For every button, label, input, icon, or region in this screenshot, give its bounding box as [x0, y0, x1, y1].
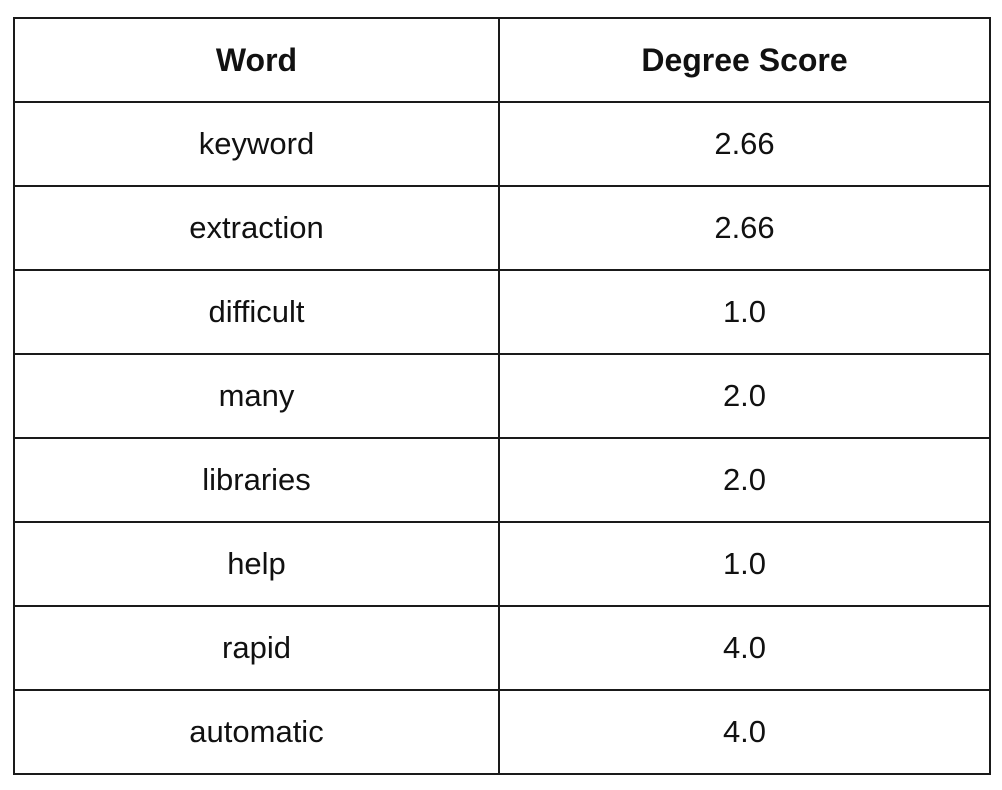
- word-cell: help: [13, 521, 500, 607]
- word-cell: difficult: [13, 269, 500, 355]
- score-cell: 2.66: [498, 185, 991, 271]
- table-row: help 1.0: [13, 521, 991, 607]
- table-row: libraries 2.0: [13, 437, 991, 523]
- score-cell: 2.66: [498, 101, 991, 187]
- table-row: difficult 1.0: [13, 269, 991, 355]
- score-cell: 4.0: [498, 689, 991, 775]
- word-cell: extraction: [13, 185, 500, 271]
- table-row: many 2.0: [13, 353, 991, 439]
- score-cell: 4.0: [498, 605, 991, 691]
- word-cell: rapid: [13, 605, 500, 691]
- table-row: keyword 2.66: [13, 101, 991, 187]
- word-cell: automatic: [13, 689, 500, 775]
- score-cell: 1.0: [498, 521, 991, 607]
- word-cell: many: [13, 353, 500, 439]
- word-cell: libraries: [13, 437, 500, 523]
- word-cell: keyword: [13, 101, 500, 187]
- table-row: rapid 4.0: [13, 605, 991, 691]
- degree-score-table: Word Degree Score keyword 2.66 extractio…: [13, 17, 991, 775]
- header-word: Word: [13, 17, 500, 103]
- table-header-row: Word Degree Score: [13, 17, 991, 103]
- table-row: extraction 2.66: [13, 185, 991, 271]
- score-cell: 1.0: [498, 269, 991, 355]
- header-degree-score: Degree Score: [498, 17, 991, 103]
- score-cell: 2.0: [498, 353, 991, 439]
- score-cell: 2.0: [498, 437, 991, 523]
- table-row: automatic 4.0: [13, 689, 991, 775]
